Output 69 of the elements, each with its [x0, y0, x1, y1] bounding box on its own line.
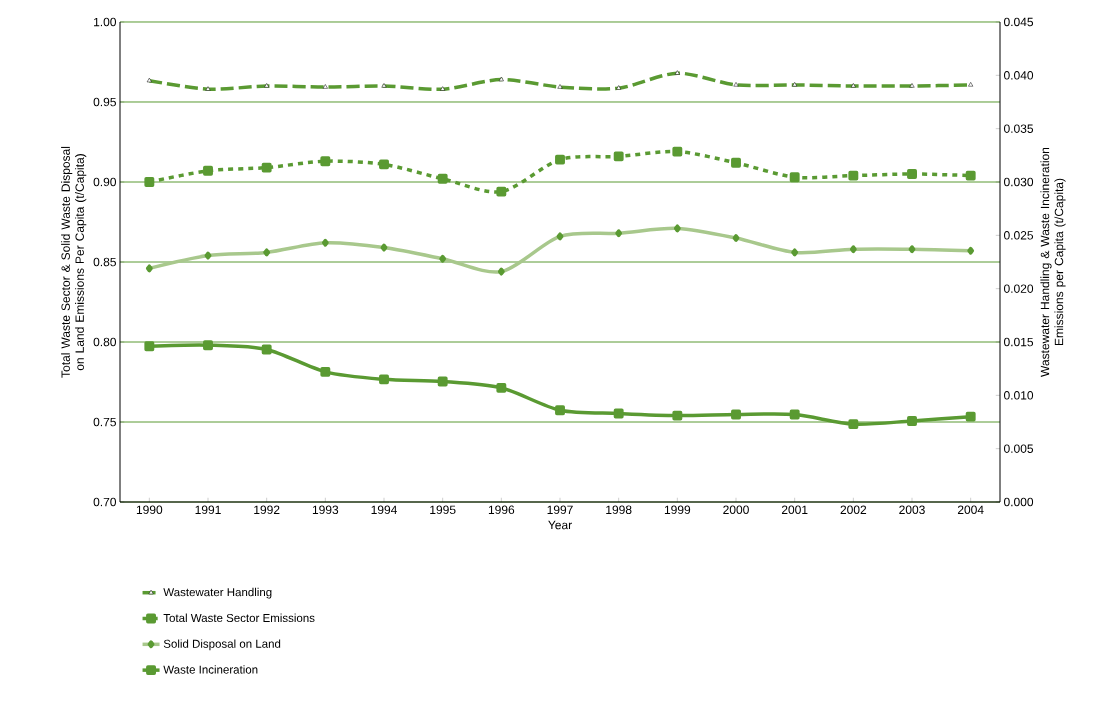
point [496, 382, 507, 393]
point [379, 159, 389, 170]
x-tick-label: 2004 [957, 505, 984, 515]
legend-label: Total Waste Sector Emissions [163, 613, 315, 623]
point [613, 151, 624, 162]
y-tick-label: 0.80 [93, 337, 117, 347]
point [555, 405, 565, 416]
point [144, 177, 155, 187]
y-axis-title: Total Waste Sector & Solid Waste Disposal on Land Emissions Per Capita (t/Capita) [61, 146, 87, 378]
point [144, 341, 155, 352]
point [320, 156, 331, 167]
point [613, 408, 624, 419]
point [907, 169, 917, 179]
x-tick-label: 1994 [371, 505, 397, 515]
y2-tick-label: 0.015 [1004, 337, 1034, 347]
x-tick-label: 1992 [254, 505, 280, 515]
legend-label: Solid Disposal on Land [163, 639, 281, 651]
point [965, 411, 976, 422]
point [789, 409, 800, 420]
x-tick-label: 2002 [840, 505, 867, 515]
point [848, 170, 859, 181]
x-axis-title: Year [548, 520, 572, 530]
y2-tick-label: 0.045 [1004, 17, 1034, 27]
point [496, 186, 507, 197]
point [437, 376, 448, 387]
x-tick-label: 2003 [899, 505, 925, 515]
x-tick-label: 1993 [312, 505, 339, 515]
x-tick-label: 1995 [430, 505, 456, 515]
point [731, 157, 741, 168]
point [731, 409, 741, 420]
point [555, 154, 565, 165]
point [203, 165, 213, 176]
x-tick-label: 2001 [781, 505, 808, 515]
x-tick-label: 1996 [488, 505, 515, 515]
x-tick-label: 1998 [606, 505, 632, 515]
legend-label: Waste Incineration [163, 665, 258, 674]
y-tick-label: 0.75 [93, 417, 116, 427]
y-tick-label: 0.95 [93, 97, 116, 107]
point [203, 340, 213, 351]
y-tick-label: 0.85 [93, 257, 116, 267]
y2-tick-label: 0.030 [1004, 177, 1034, 187]
x-tick-label: 1991 [195, 505, 221, 515]
legend-label: Wastewater Handling [163, 587, 272, 599]
x-tick-label: 1997 [547, 505, 573, 515]
y2-tick-label: 0.025 [1004, 231, 1034, 240]
point [261, 162, 272, 173]
x-tick-label: 1999 [664, 505, 691, 515]
y2-tick-label: 0.005 [1004, 444, 1034, 453]
point [672, 410, 683, 421]
point [789, 172, 800, 183]
y2-tick-label: 0.020 [1004, 284, 1034, 293]
x-tick-label: 1990 [136, 505, 163, 515]
y2-axis-title: Wastewater Handling & Waste Incineration Emissions per Capita (t/Capita) [1040, 147, 1066, 377]
point [437, 173, 448, 184]
y-tick-label: 0.90 [93, 177, 117, 187]
point [848, 419, 859, 430]
y2-tick-label: 0.010 [1004, 391, 1034, 400]
y-tick-label: 0.70 [93, 497, 117, 507]
point [965, 170, 976, 181]
y2-tick-label: 0.000 [1004, 497, 1034, 507]
point [907, 415, 917, 426]
point [672, 146, 683, 157]
y2-tick-label: 0.035 [1004, 124, 1034, 133]
y-tick-label: 1.00 [94, 17, 117, 27]
point [379, 374, 389, 385]
y2-tick-label: 0.040 [1004, 71, 1034, 80]
point [320, 366, 331, 377]
x-tick-label: 2000 [723, 505, 749, 515]
point [261, 344, 272, 355]
